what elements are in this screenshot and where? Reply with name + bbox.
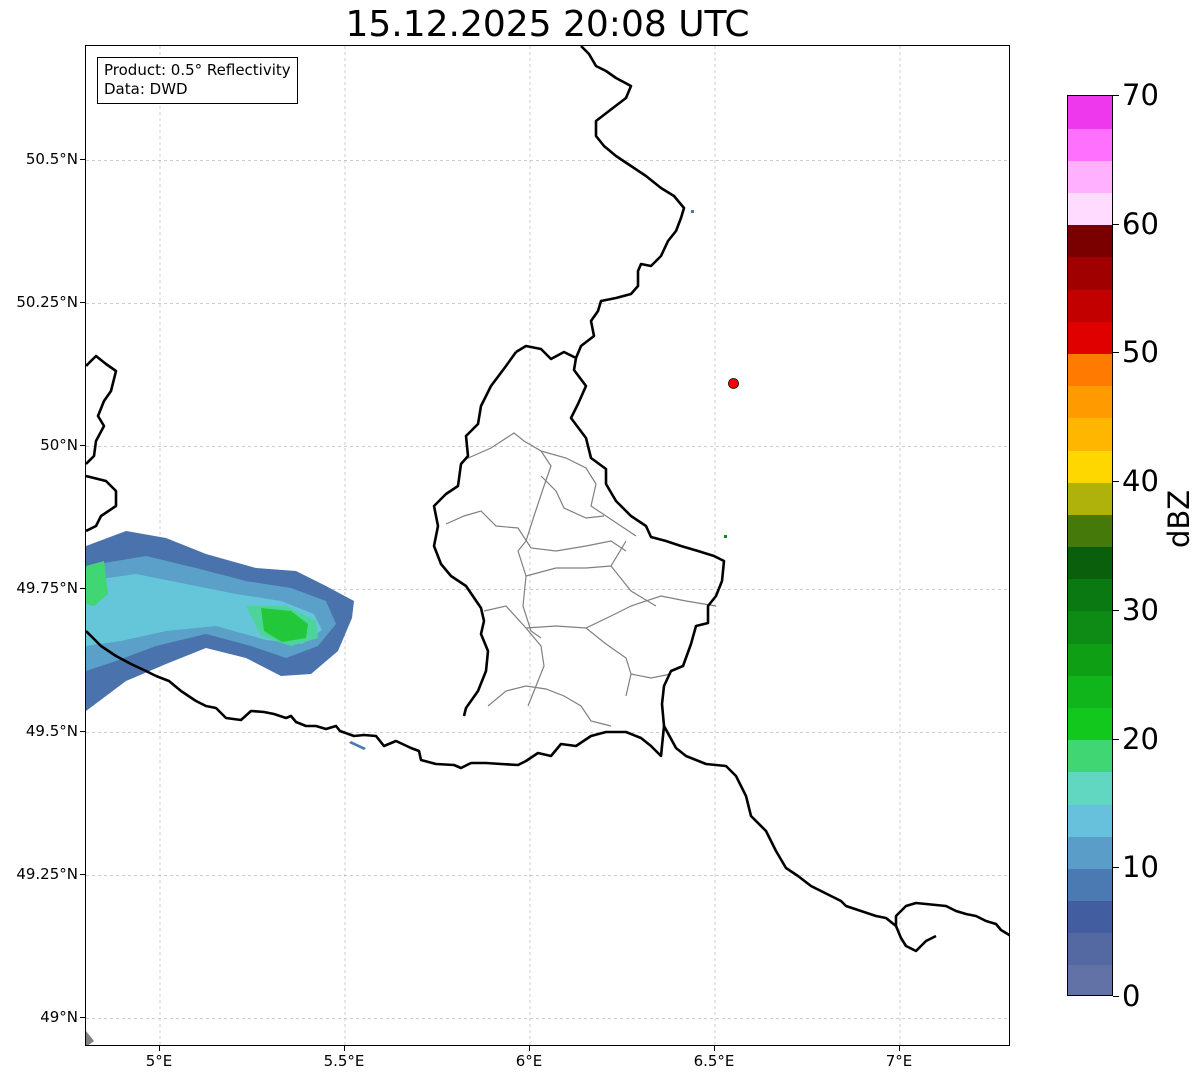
lat-tick-label: 50°N	[40, 436, 78, 455]
colorbar-segment	[1068, 803, 1112, 837]
colorbar-tick-label: 50	[1122, 335, 1159, 370]
colorbar-label: dBZ	[1162, 489, 1196, 548]
colorbar-segment	[1068, 932, 1112, 966]
colorbar-segment	[1068, 836, 1112, 869]
colorbar-segment	[1068, 900, 1112, 934]
lat-tick-label: 50.5°N	[25, 150, 78, 169]
colorbar-segment	[1068, 514, 1112, 548]
lat-tick-mark	[80, 1017, 85, 1019]
colorbar-segment	[1068, 707, 1112, 741]
lon-tick-mark	[714, 1046, 715, 1051]
lat-tick-mark	[80, 159, 85, 161]
colorbar-segment	[1068, 578, 1112, 612]
colorbar-segment	[1068, 610, 1112, 644]
colorbar-tick-mark	[1113, 738, 1119, 740]
lat-tick-label: 49.25°N	[16, 865, 78, 884]
lat-tick-label: 49.75°N	[16, 579, 78, 598]
colorbar-segment	[1068, 128, 1112, 161]
colorbar-segment	[1068, 546, 1112, 580]
colorbar-segment	[1068, 96, 1112, 129]
source-label: Data: DWD	[104, 80, 188, 98]
colorbar	[1067, 95, 1113, 996]
colorbar-tick-label: 20	[1122, 721, 1159, 756]
reflectivity-echo	[86, 210, 727, 750]
colorbar-tick-label: 40	[1122, 464, 1159, 499]
colorbar-segment	[1068, 256, 1112, 290]
colorbar-tick-mark	[1113, 867, 1119, 869]
product-label: Product: 0.5° Reflectivity	[104, 61, 291, 79]
map-canvas	[86, 46, 1009, 1045]
lon-tick-label: 5.5°E	[323, 1052, 365, 1070]
colorbar-tick-mark	[1113, 996, 1119, 997]
colorbar-segment	[1068, 643, 1112, 676]
colorbar-tick-label: 30	[1122, 592, 1159, 627]
lat-tick-mark	[80, 731, 85, 733]
lat-tick-label: 49.5°N	[25, 722, 78, 741]
colorbar-tick-mark	[1113, 95, 1119, 96]
colorbar-segment	[1068, 417, 1112, 451]
colorbar-tick-label: 70	[1122, 78, 1159, 112]
lat-tick-mark	[80, 445, 85, 447]
lon-tick-mark	[899, 1046, 900, 1051]
info-box: Product: 0.5° Reflectivity Data: DWD	[97, 57, 298, 104]
colorbar-tick-mark	[1113, 609, 1119, 611]
lat-tick-mark	[80, 302, 85, 304]
colorbar-segment	[1068, 353, 1112, 387]
colorbar-tick-mark	[1113, 223, 1119, 225]
lon-tick-label: 7°E	[885, 1052, 913, 1070]
colorbar-segment	[1068, 385, 1112, 419]
lon-tick-label: 6.5°E	[693, 1052, 735, 1070]
lat-tick-mark	[80, 874, 85, 876]
colorbar-segment	[1068, 160, 1112, 194]
lon-tick-mark	[159, 1046, 160, 1051]
colorbar-tick-mark	[1113, 481, 1119, 483]
colorbar-tick-mark	[1113, 352, 1119, 354]
colorbar-segment	[1068, 675, 1112, 708]
colorbar-tick-label: 10	[1122, 850, 1159, 885]
map-title: 15.12.2025 20:08 UTC	[345, 4, 750, 45]
colorbar-segment	[1068, 289, 1112, 322]
lat-tick-label: 50.25°N	[16, 293, 78, 312]
colorbar-segment	[1068, 224, 1112, 258]
colorbar-tick-label: 60	[1122, 206, 1159, 241]
lon-tick-mark	[344, 1046, 345, 1051]
corner-fragment	[86, 1031, 94, 1045]
colorbar-segment	[1068, 868, 1112, 902]
colorbar-segment	[1068, 771, 1112, 805]
colorbar-segment	[1068, 321, 1112, 355]
lon-tick-label: 5°E	[145, 1052, 173, 1070]
national-borders	[86, 46, 1009, 953]
canton-borders	[445, 432, 717, 727]
colorbar-segment	[1068, 964, 1112, 995]
colorbar-segment	[1068, 192, 1112, 226]
lat-tick-label: 49°N	[40, 1008, 78, 1027]
colorbar-segment	[1068, 739, 1112, 773]
colorbar-segment	[1068, 449, 1112, 483]
colorbar-segment	[1068, 482, 1112, 515]
lat-tick-mark	[80, 588, 85, 590]
graticule	[86, 46, 1009, 1045]
lon-tick-mark	[529, 1046, 530, 1051]
radar-map[interactable]	[85, 45, 1010, 1046]
colorbar-tick-label: 0	[1122, 979, 1141, 1013]
lon-tick-label: 6°E	[515, 1052, 543, 1070]
radar-site-marker[interactable]	[728, 378, 739, 389]
